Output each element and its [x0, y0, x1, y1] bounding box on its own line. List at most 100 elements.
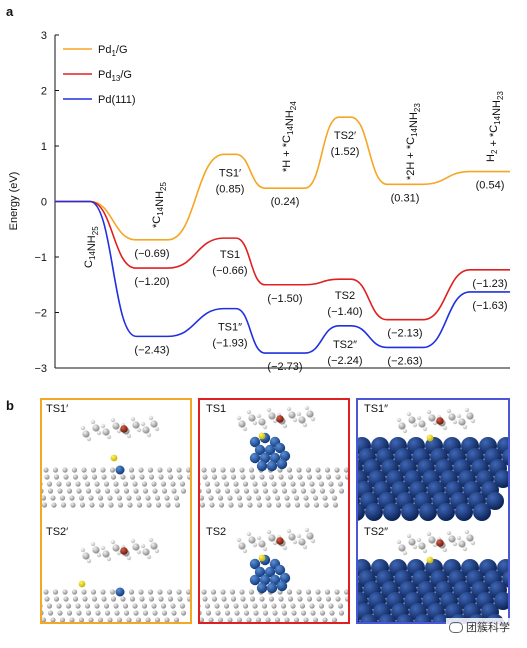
pd-cluster-atom — [266, 460, 278, 472]
graphene-atom — [217, 617, 224, 622]
data-label: (−1.63) — [472, 300, 507, 312]
adsorbed-hydrogen-atom — [426, 556, 434, 564]
graphene-atom — [70, 502, 76, 508]
nitrogen-atom — [120, 547, 128, 555]
graphene-atom — [109, 467, 116, 473]
graphene-atom — [287, 596, 294, 602]
hydrogen-atom — [100, 423, 106, 429]
graphene-atom — [229, 467, 236, 473]
hydrogen-atom — [426, 531, 432, 537]
hydrogen-atom — [136, 427, 142, 433]
hydrogen-atom — [106, 556, 112, 562]
graphene-atom — [331, 495, 338, 501]
graphene-atom — [71, 467, 78, 473]
graphene-atom — [278, 596, 284, 602]
graphene-atom — [139, 596, 145, 602]
graphene-atom — [100, 589, 106, 595]
graphene-atom — [200, 482, 201, 486]
graphene-atom — [200, 502, 206, 508]
graphene-atom — [120, 474, 126, 480]
graphene-atom — [234, 610, 240, 616]
graphene-atom — [135, 617, 142, 622]
carbon-atom — [248, 414, 256, 422]
hydrogen-atom — [154, 426, 160, 432]
carbon-atom — [418, 420, 426, 428]
graphene-atom — [230, 596, 237, 602]
hydrogen-atom — [252, 420, 258, 426]
graphene-atom — [337, 481, 344, 487]
graphene-atom — [117, 502, 124, 508]
graphene-atom — [76, 488, 82, 494]
carbon-atom — [448, 413, 456, 421]
nitrogen-atom — [120, 425, 128, 433]
pd-cluster-atom — [266, 582, 278, 594]
graphene-atom — [62, 467, 68, 473]
graphene-atom — [104, 488, 111, 494]
graphene-atom — [145, 495, 151, 501]
structure-panel-pd111: TS1″ TS2″ — [356, 398, 510, 624]
pd-cluster-atom — [254, 444, 266, 456]
structure-bottom-0 — [42, 537, 190, 622]
graphene-atom — [176, 589, 182, 595]
graphene-atom — [233, 603, 239, 609]
graphene-atom — [297, 596, 303, 602]
hydrogen-atom — [90, 419, 96, 425]
graphene-atom — [103, 603, 110, 609]
graphene-atom — [56, 603, 62, 609]
hydrogen-atom — [402, 428, 408, 434]
graphene-atom — [325, 596, 332, 602]
hydrogen-atom — [432, 420, 438, 426]
graphene-atom — [88, 617, 94, 622]
graphene-atom — [142, 488, 149, 494]
carbon-atom — [458, 540, 466, 548]
graphene-atom — [95, 488, 101, 494]
pd-cluster-atom — [249, 452, 261, 464]
carbon-atom — [298, 416, 306, 424]
graphene-atom — [179, 481, 186, 487]
graphene-atom — [343, 589, 348, 595]
graphene-atom — [95, 610, 101, 616]
hydrogen-atom — [446, 408, 452, 414]
panel-label-b: b — [6, 398, 14, 413]
carbon-atom — [142, 426, 150, 434]
graphene-atom — [218, 502, 225, 508]
graphene-atom — [325, 474, 332, 480]
graphene-atom — [177, 474, 183, 480]
graphene-atom — [107, 495, 113, 501]
graphene-atom — [72, 474, 79, 480]
ts2-label: TS2 — [206, 526, 227, 538]
hydrogen-atom — [442, 547, 448, 553]
graphene-atom — [65, 603, 72, 609]
graphene-atom — [214, 481, 220, 487]
carbon-atom — [248, 536, 256, 544]
carbon-atom — [132, 543, 140, 551]
graphene-atom — [114, 488, 120, 494]
graphene-atom — [161, 610, 168, 616]
graphene-atom — [42, 610, 44, 616]
graphene-atom — [272, 488, 278, 494]
graphene-atom — [261, 481, 268, 487]
pd-cluster-atom — [259, 452, 271, 464]
data-label: (−1.93) — [212, 338, 247, 350]
hydrogen-atom — [282, 545, 288, 551]
pd-cluster-atom — [274, 442, 286, 454]
carbon-atom — [466, 534, 474, 542]
stage-label: C14NH25 — [83, 226, 100, 268]
graphene-atom — [104, 610, 111, 616]
graphene-atom — [82, 474, 88, 480]
graphene-atom — [107, 617, 113, 622]
graphene-atom — [227, 617, 233, 622]
graphene-atom — [205, 610, 212, 616]
pd-surface-atom — [486, 492, 504, 510]
structure-top-2 — [358, 407, 508, 521]
graphene-atom — [164, 617, 170, 622]
graphene-atom — [101, 596, 107, 602]
graphene-atom — [127, 502, 133, 508]
graphene-atom — [316, 596, 322, 602]
carbon-atom — [112, 544, 120, 552]
graphene-atom — [240, 596, 246, 602]
hydrogen-atom — [406, 533, 412, 539]
carbon-atom — [268, 534, 276, 542]
graphene-atom — [179, 603, 186, 609]
structure-bottom-1 — [200, 527, 348, 622]
